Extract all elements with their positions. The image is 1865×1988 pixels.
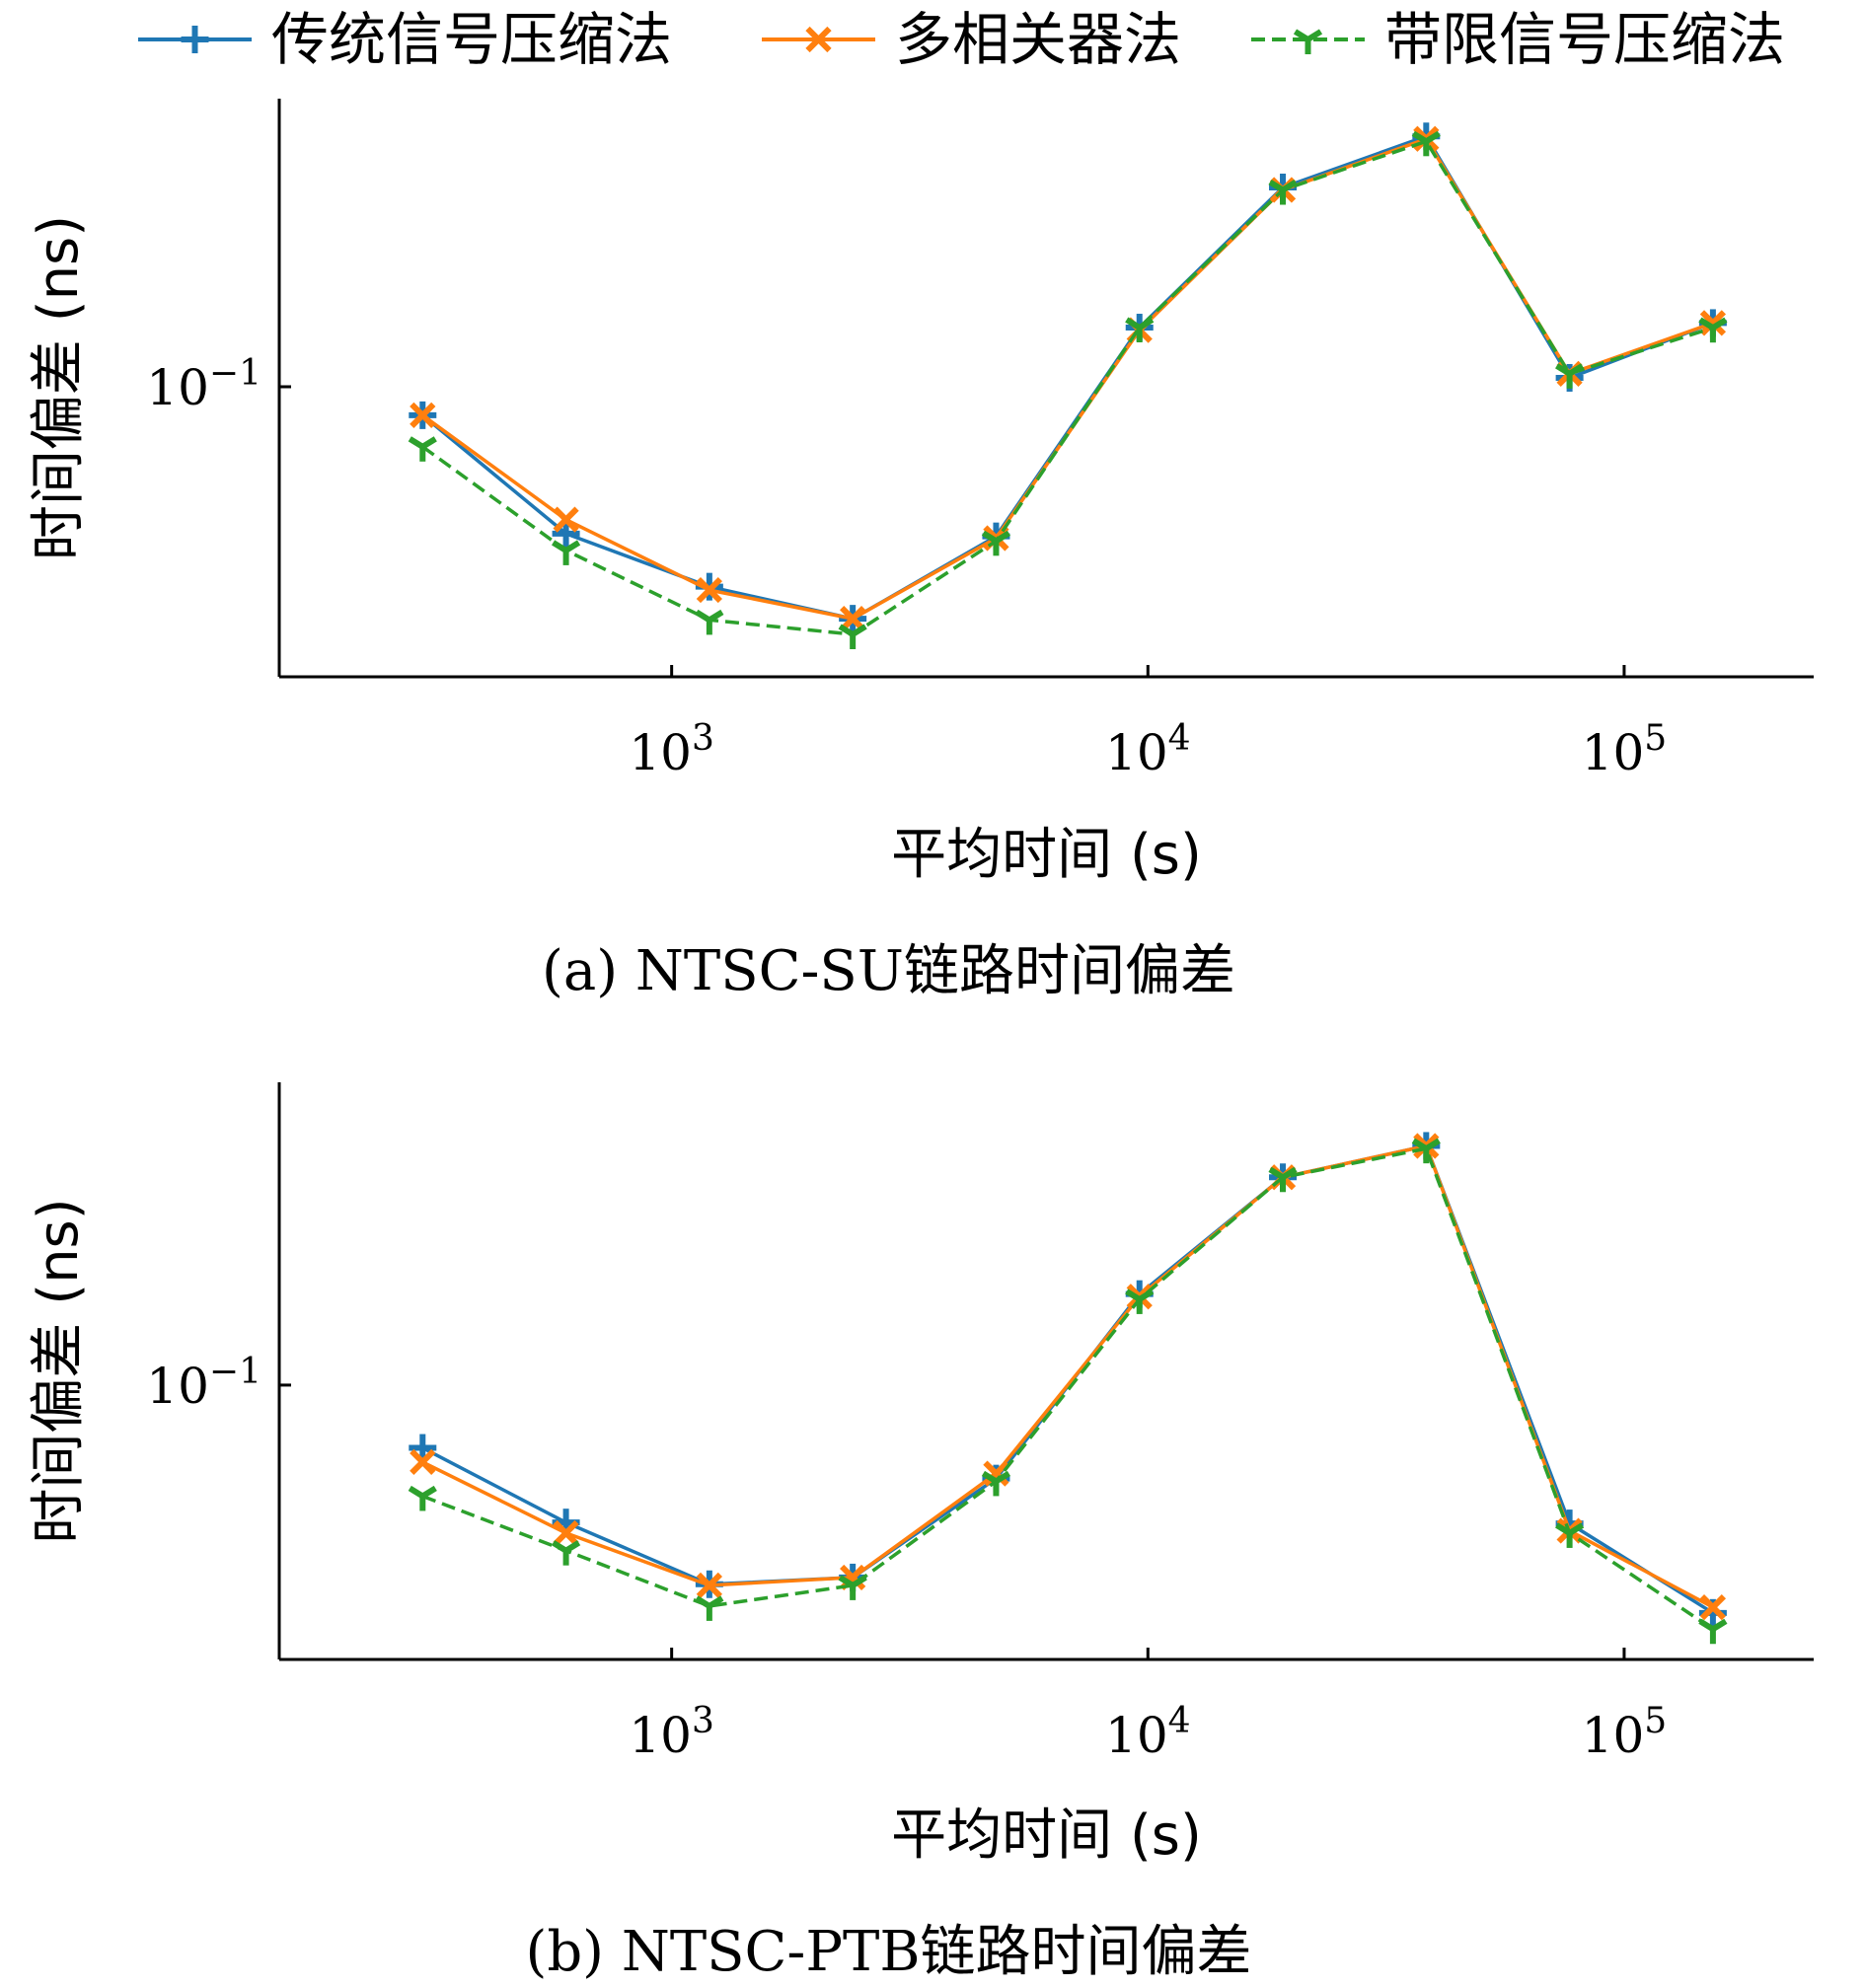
series-2 [410,125,1727,632]
data-point [410,402,436,429]
y-tick-label: 10−1 [146,1352,261,1415]
data-point [1268,1166,1298,1193]
legend-entry: 带限信号压缩法 [1251,6,1785,73]
series-1 [409,122,1727,633]
data-point [553,506,579,533]
data-point [1698,317,1728,343]
x-axis-label: 平均时间 (s) [891,823,1202,887]
chart-caption: (a) NTSC-SU链路时间偏差 [542,939,1235,1003]
data-point [1698,1618,1728,1645]
data-point [838,1575,867,1600]
data-point [553,1519,579,1547]
data-point [696,1572,722,1599]
data-point [1699,1594,1727,1621]
data-point [408,436,437,462]
series-line [421,139,1714,636]
data-point [552,519,580,548]
data-point [1125,317,1155,343]
legend-label: 带限信号压缩法 [1384,6,1785,73]
data-point [695,1595,724,1621]
y-axis-label: 时间偏差 (ns) [27,215,91,560]
x-tick-label: 103 [629,718,714,781]
data-point [838,624,867,649]
x-tick-label: 105 [1582,1701,1668,1764]
data-point [408,1485,437,1511]
legend-label: 多相关器法 [895,6,1181,73]
series-line [421,134,1714,621]
series-2 [410,1133,1727,1621]
data-point [981,530,1011,556]
y-axis-label: 时间偏差 (ns) [27,1198,91,1543]
data-point [1125,1289,1155,1314]
data-point [696,576,722,604]
x-tick-label: 103 [629,1701,714,1764]
chart-caption: (b) NTSC-PTB链路时间偏差 [525,1920,1251,1984]
legend-entry: 传统信号压缩法 [138,6,672,73]
series-3 [408,1138,1728,1645]
legend: 传统信号压缩法 多相关器法 带限信号压缩法 [138,6,1785,73]
x-tick-label: 105 [1582,718,1668,781]
y-tick-label: 10−1 [146,353,261,416]
series-line [421,1143,1714,1609]
legend-marker [805,26,832,53]
chart-panel-a: 103 104 105 10−1 平均时间 (s) 时间偏差 (ns) (a) NTSC-S… [27,99,1814,1003]
data-point [983,1460,1009,1487]
x-axis-label: 平均时间 (s) [891,1804,1202,1868]
series-1 [409,1132,1727,1627]
data-point [1268,179,1298,205]
legend-marker [181,26,209,53]
x-tick-label: 104 [1105,718,1191,781]
legend-entry: 多相关器法 [762,6,1181,73]
data-point [409,1434,437,1462]
data-point [1555,1522,1585,1548]
data-point [981,1470,1011,1497]
series-3 [408,130,1728,649]
data-point [410,1448,436,1476]
data-point [1699,310,1727,336]
chart-panel-b: 103 104 105 10−1 平均时间 (s) 时间偏差 (ns) (b) NTSC-P… [27,1082,1814,1984]
series-line [421,137,1714,621]
series-line [421,1146,1714,1631]
data-point [840,606,866,632]
data-point [1411,1138,1441,1164]
x-tick-label: 104 [1105,1701,1191,1764]
data-point [552,540,581,565]
data-point [1555,363,1585,389]
series-line [421,1143,1714,1615]
data-point [1411,130,1441,157]
data-point [552,1540,581,1566]
legend-marker [1293,29,1323,54]
data-point [695,609,724,635]
legend-label: 传统信号压缩法 [271,6,672,73]
